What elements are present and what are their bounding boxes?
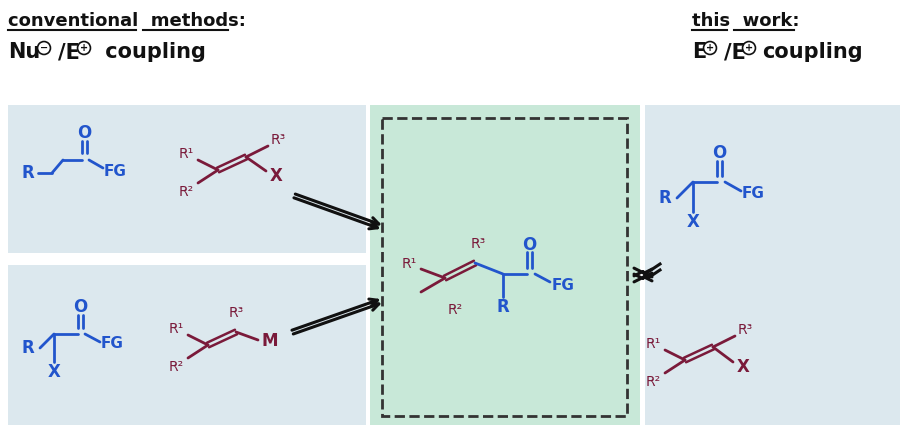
Text: E: E: [692, 42, 706, 62]
Text: R¹: R¹: [178, 147, 194, 161]
Text: R³: R³: [271, 133, 286, 147]
Text: R²: R²: [447, 303, 462, 317]
Text: R¹: R¹: [645, 337, 661, 351]
Text: M: M: [262, 332, 278, 350]
Bar: [8, 265, 366, 425]
Text: R: R: [659, 189, 672, 207]
Text: R³: R³: [471, 237, 486, 251]
Text: O: O: [712, 144, 726, 162]
Text: Nu: Nu: [8, 42, 40, 62]
Text: coupling: coupling: [98, 42, 205, 62]
Text: +: +: [745, 43, 753, 53]
Text: conventional  methods:: conventional methods:: [8, 12, 246, 30]
Text: R²: R²: [178, 185, 194, 199]
Bar: [8, 105, 366, 253]
Text: /E: /E: [724, 42, 746, 62]
Text: X: X: [48, 363, 61, 381]
Text: /E: /E: [58, 42, 80, 62]
Bar: [382, 118, 627, 416]
Text: R¹: R¹: [402, 257, 416, 271]
Text: X: X: [687, 213, 700, 231]
Text: R³: R³: [228, 306, 243, 320]
Text: coupling: coupling: [762, 42, 862, 62]
Text: +: +: [80, 43, 88, 53]
Text: X: X: [737, 358, 749, 376]
Text: O: O: [77, 124, 91, 142]
Text: O: O: [73, 298, 87, 316]
Text: R: R: [497, 298, 510, 316]
Text: +: +: [706, 43, 714, 53]
Text: this  work:: this work:: [692, 12, 799, 30]
Text: FG: FG: [100, 337, 123, 352]
Bar: [370, 105, 640, 425]
Text: R¹: R¹: [168, 322, 184, 336]
Text: R: R: [22, 339, 34, 357]
Text: O: O: [522, 236, 536, 254]
Text: R³: R³: [738, 323, 753, 337]
Text: −: −: [40, 43, 48, 53]
Text: R²: R²: [168, 360, 184, 374]
Text: X: X: [270, 167, 282, 185]
Text: FG: FG: [103, 165, 127, 180]
Text: R: R: [22, 164, 34, 182]
Bar: [645, 105, 900, 425]
Text: FG: FG: [551, 279, 575, 293]
Text: R²: R²: [645, 375, 661, 389]
Text: FG: FG: [741, 185, 765, 200]
